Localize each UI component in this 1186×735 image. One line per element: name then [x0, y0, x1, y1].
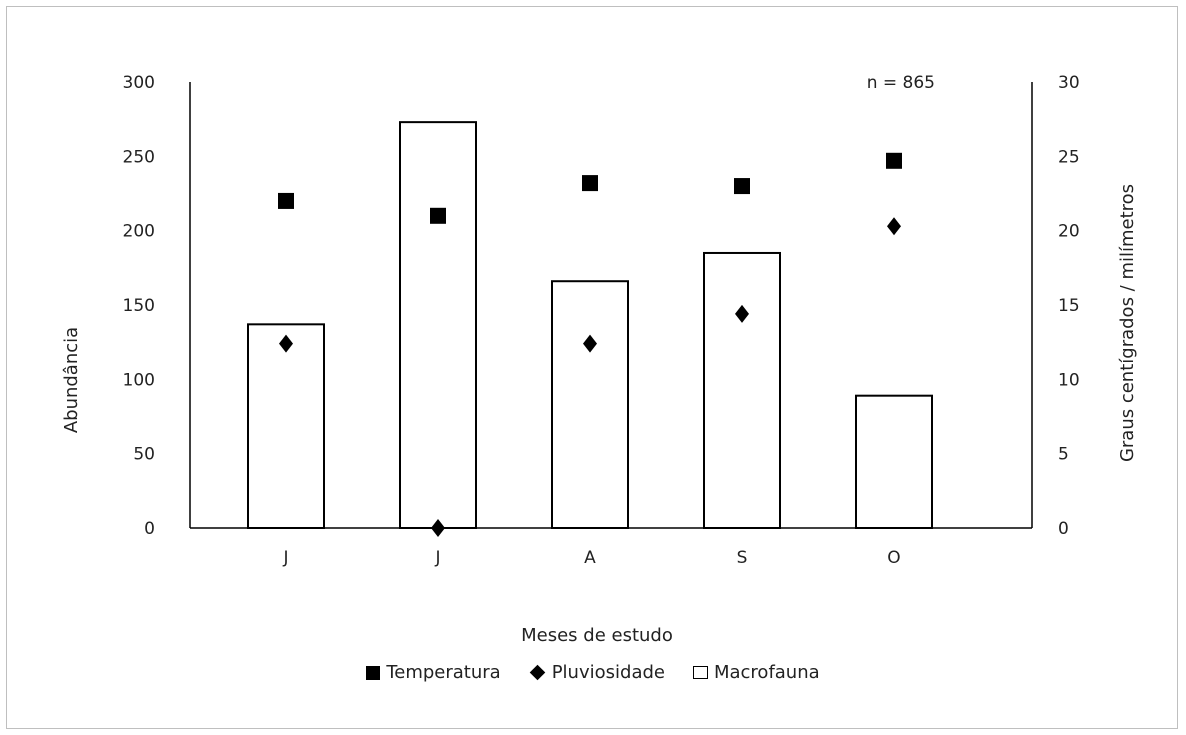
ticks-group: 0 50 100 150 200 250 300 0 5 10 15 20 25 30 J J A S O: [123, 73, 1080, 568]
bar-macrofauna-2: [551, 280, 629, 530]
y-right-tick-label-1: 5: [1058, 445, 1069, 465]
legend-item-temperatura: Temperatura: [366, 662, 501, 683]
bar-macrofauna-4: [855, 394, 933, 530]
x-tick-label-3: S: [737, 548, 748, 568]
legend-item-pluviosidade: Pluviosidade: [529, 662, 665, 683]
marker-pluviosidade-4: [887, 217, 901, 236]
legend-label-pluviosidade: Pluviosidade: [551, 662, 665, 683]
marker-temperatura-2: [582, 175, 598, 192]
y-left-tick-label-3: 150: [123, 296, 155, 316]
y-right-tick-label-4: 20: [1058, 222, 1080, 242]
y-right-tick-label-6: 30: [1058, 73, 1080, 93]
legend-label-temperatura: Temperatura: [386, 662, 501, 683]
legend-label-macrofauna: Macrofauna: [713, 662, 820, 683]
y-left-tick-label-4: 200: [123, 222, 155, 242]
marker-pluviosidade-0: [279, 334, 293, 353]
x-tick-label-1: J: [434, 548, 440, 568]
legend: Temperatura Pluviosidade Macrofauna: [0, 662, 1186, 683]
y-left-tick-label-0: 0: [144, 519, 155, 539]
y-axis-left-label: Abundância: [61, 327, 82, 433]
y-right-tick-label-0: 0: [1058, 519, 1069, 539]
y-right-tick-label-2: 10: [1058, 370, 1080, 390]
marker-temperatura-4: [886, 152, 902, 169]
legend-item-macrofauna: Macrofauna: [692, 662, 820, 683]
y-axis-right-label: Graus centígrados / milímetros: [1117, 184, 1138, 462]
diamond-marker-icon: [529, 664, 545, 681]
bar-macrofauna-1: [399, 121, 477, 529]
bars-group: [247, 121, 933, 530]
marker-pluviosidade-2: [583, 334, 597, 353]
y-right-tick-label-3: 15: [1058, 296, 1080, 316]
marker-temperatura-1: [430, 207, 446, 224]
y-left-tick-label-5: 250: [123, 147, 155, 167]
x-tick-label-4: O: [887, 548, 900, 568]
marker-temperatura-3: [734, 178, 750, 195]
open-square-icon: [692, 666, 708, 679]
bar-macrofauna-0: [247, 323, 325, 529]
marker-pluviosidade-3: [735, 304, 749, 323]
x-tick-label-0: J: [282, 548, 288, 568]
square-marker-icon: [366, 665, 381, 680]
y-right-tick-label-5: 25: [1058, 147, 1080, 167]
x-tick-label-2: A: [584, 548, 596, 568]
axes-group: [189, 82, 1033, 529]
y-left-tick-label-1: 50: [133, 445, 155, 465]
annotation-n: n = 865: [867, 73, 935, 93]
markers-group: [278, 152, 902, 537]
y-left-tick-label-2: 100: [123, 370, 155, 390]
x-axis-label: Meses de estudo: [521, 625, 673, 646]
y-left-tick-label-6: 300: [123, 73, 155, 93]
bar-macrofauna-3: [703, 251, 781, 529]
marker-temperatura-0: [278, 192, 294, 209]
